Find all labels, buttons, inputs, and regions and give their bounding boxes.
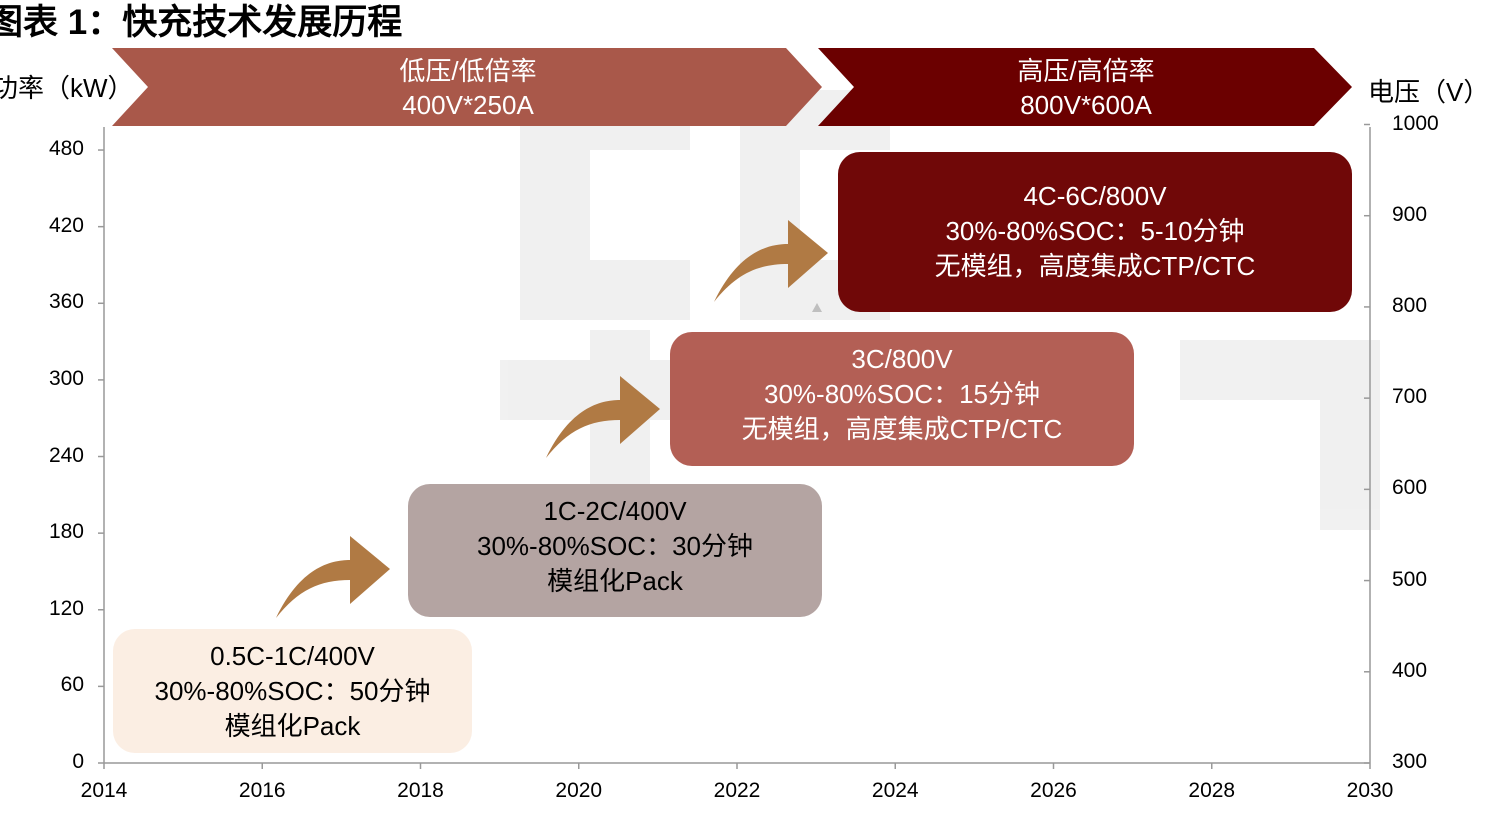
- stage4-line2: 30%-80%SOC：5-10分钟: [945, 216, 1245, 246]
- stage4-line3: 无模组，高度集成CTP/CTC: [934, 251, 1256, 281]
- banner-high-line1: 高压/高倍率: [1017, 56, 1155, 86]
- left-y-tick-label: 0: [72, 750, 84, 773]
- stage1-line1: 0.5C-1C/400V: [210, 641, 375, 671]
- left-y-tick-label: 60: [60, 673, 84, 697]
- banner-low-voltage: 低压/低倍率 400V*250A: [112, 48, 824, 126]
- banner-low-shape: [112, 48, 822, 126]
- stage1-line2: 30%-80%SOC：50分钟: [154, 676, 431, 706]
- left-y-tick-label: 300: [48, 366, 84, 390]
- stage-box-2: 1C-2C/400V 30%-80%SOC：30分钟 模组化Pack: [408, 484, 822, 617]
- right-y-tick-label: 400: [1392, 658, 1428, 682]
- banner-low-line2: 400V*250A: [402, 90, 534, 120]
- right-y-tick-label: 300: [1392, 750, 1428, 773]
- right-y-tick-label: 800: [1392, 293, 1428, 317]
- x-tick-label: 2022: [713, 779, 761, 802]
- stage3-line3: 无模组，高度集成CTP/CTC: [741, 414, 1063, 444]
- stage2-line3: 模组化Pack: [547, 566, 683, 596]
- stage-box-3: 3C/800V 30%-80%SOC：15分钟 无模组，高度集成CTP/CTC: [670, 332, 1134, 466]
- right-y-tick-label: 1000: [1392, 111, 1439, 135]
- arrow-stage2-to-stage3: [546, 376, 660, 458]
- x-tick-label: 2028: [1188, 779, 1236, 802]
- left-y-tick-label: 420: [48, 213, 84, 237]
- small-marker: [812, 303, 822, 312]
- x-tick-label: 2030: [1346, 779, 1394, 802]
- stage2-line1: 1C-2C/400V: [543, 496, 687, 526]
- left-y-tick-label: 180: [48, 520, 84, 544]
- left-y-tick-label: 480: [48, 137, 84, 161]
- right-y-tick-label: 600: [1392, 476, 1428, 500]
- stage4-line1: 4C-6C/800V: [1023, 181, 1167, 211]
- stage-box-4: 4C-6C/800V 30%-80%SOC：5-10分钟 无模组，高度集成CTP…: [838, 152, 1352, 312]
- stage-box-1: 0.5C-1C/400V 30%-80%SOC：50分钟 模组化Pack: [113, 629, 472, 753]
- page-title: 图表 1：快充技术发展历程: [0, 3, 403, 42]
- banner-high-line2: 800V*600A: [1020, 90, 1152, 120]
- left-y-tick-label: 360: [48, 290, 84, 314]
- stage2-line2: 30%-80%SOC：30分钟: [477, 531, 753, 561]
- banner-high-shape: [818, 48, 1352, 126]
- stage1-line3: 模组化Pack: [224, 711, 361, 741]
- arrow-stage3-to-stage4: [714, 220, 828, 302]
- x-tick-label: 2016: [238, 779, 286, 802]
- banner-low-line1: 低压/低倍率: [399, 56, 537, 86]
- x-tick-label: 2024: [871, 779, 919, 802]
- left-y-tick-label: 120: [48, 596, 84, 620]
- left-y-tick-label: 240: [48, 443, 84, 467]
- banner-high-voltage: 高压/高倍率 800V*600A: [818, 48, 1354, 126]
- right-axis-label: 电压（V）: [1368, 77, 1490, 107]
- right-y-tick-label: 700: [1392, 385, 1428, 409]
- x-tick-label: 2026: [1030, 779, 1077, 802]
- x-tick-label: 2018: [397, 779, 444, 802]
- arrow-stage1-to-stage2: [276, 536, 390, 618]
- stage3-line1: 3C/800V: [851, 344, 953, 374]
- right-y-tick-label: 500: [1392, 567, 1428, 591]
- x-tick-label: 2020: [555, 779, 603, 802]
- right-y-tick-label: 900: [1392, 202, 1428, 226]
- left-axis-label: 功率（kW）: [0, 73, 134, 103]
- x-tick-label: 2014: [80, 779, 128, 802]
- stage3-line2: 30%-80%SOC：15分钟: [764, 379, 1040, 409]
